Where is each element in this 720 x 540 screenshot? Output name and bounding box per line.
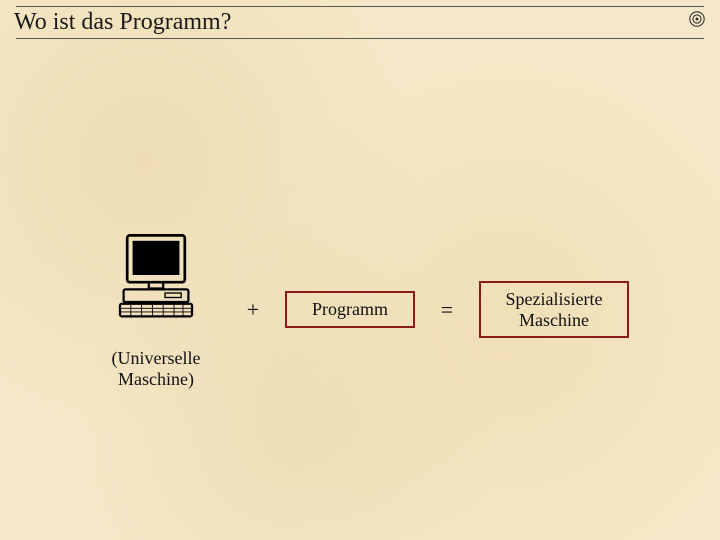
operator-plus: + bbox=[243, 297, 263, 323]
equation-row: (Universelle Maschine) + Programm = Spez… bbox=[0, 230, 720, 389]
slide-title: Wo ist das Programm? bbox=[12, 9, 708, 36]
computer-column: (Universelle Maschine) bbox=[91, 230, 221, 389]
caption-line1: (Universelle bbox=[112, 348, 201, 368]
title-area: Wo ist das Programm? bbox=[0, 0, 720, 43]
title-rule-top bbox=[16, 6, 704, 7]
specialized-box: Spezialisierte Maschine bbox=[479, 281, 629, 338]
program-box: Programm bbox=[285, 291, 415, 328]
slide-content: Wo ist das Programm? bbox=[0, 0, 720, 540]
title-rule-bottom bbox=[16, 38, 704, 39]
program-box-label: Programm bbox=[312, 299, 388, 319]
caption-line2: Maschine) bbox=[118, 369, 194, 389]
computer-caption: (Universelle Maschine) bbox=[112, 348, 201, 389]
specialized-box-line1: Spezialisierte bbox=[506, 289, 603, 309]
computer-icon bbox=[111, 230, 201, 320]
specialized-box-line2: Maschine bbox=[519, 310, 589, 330]
target-icon bbox=[688, 10, 706, 28]
operator-equals: = bbox=[437, 297, 457, 323]
